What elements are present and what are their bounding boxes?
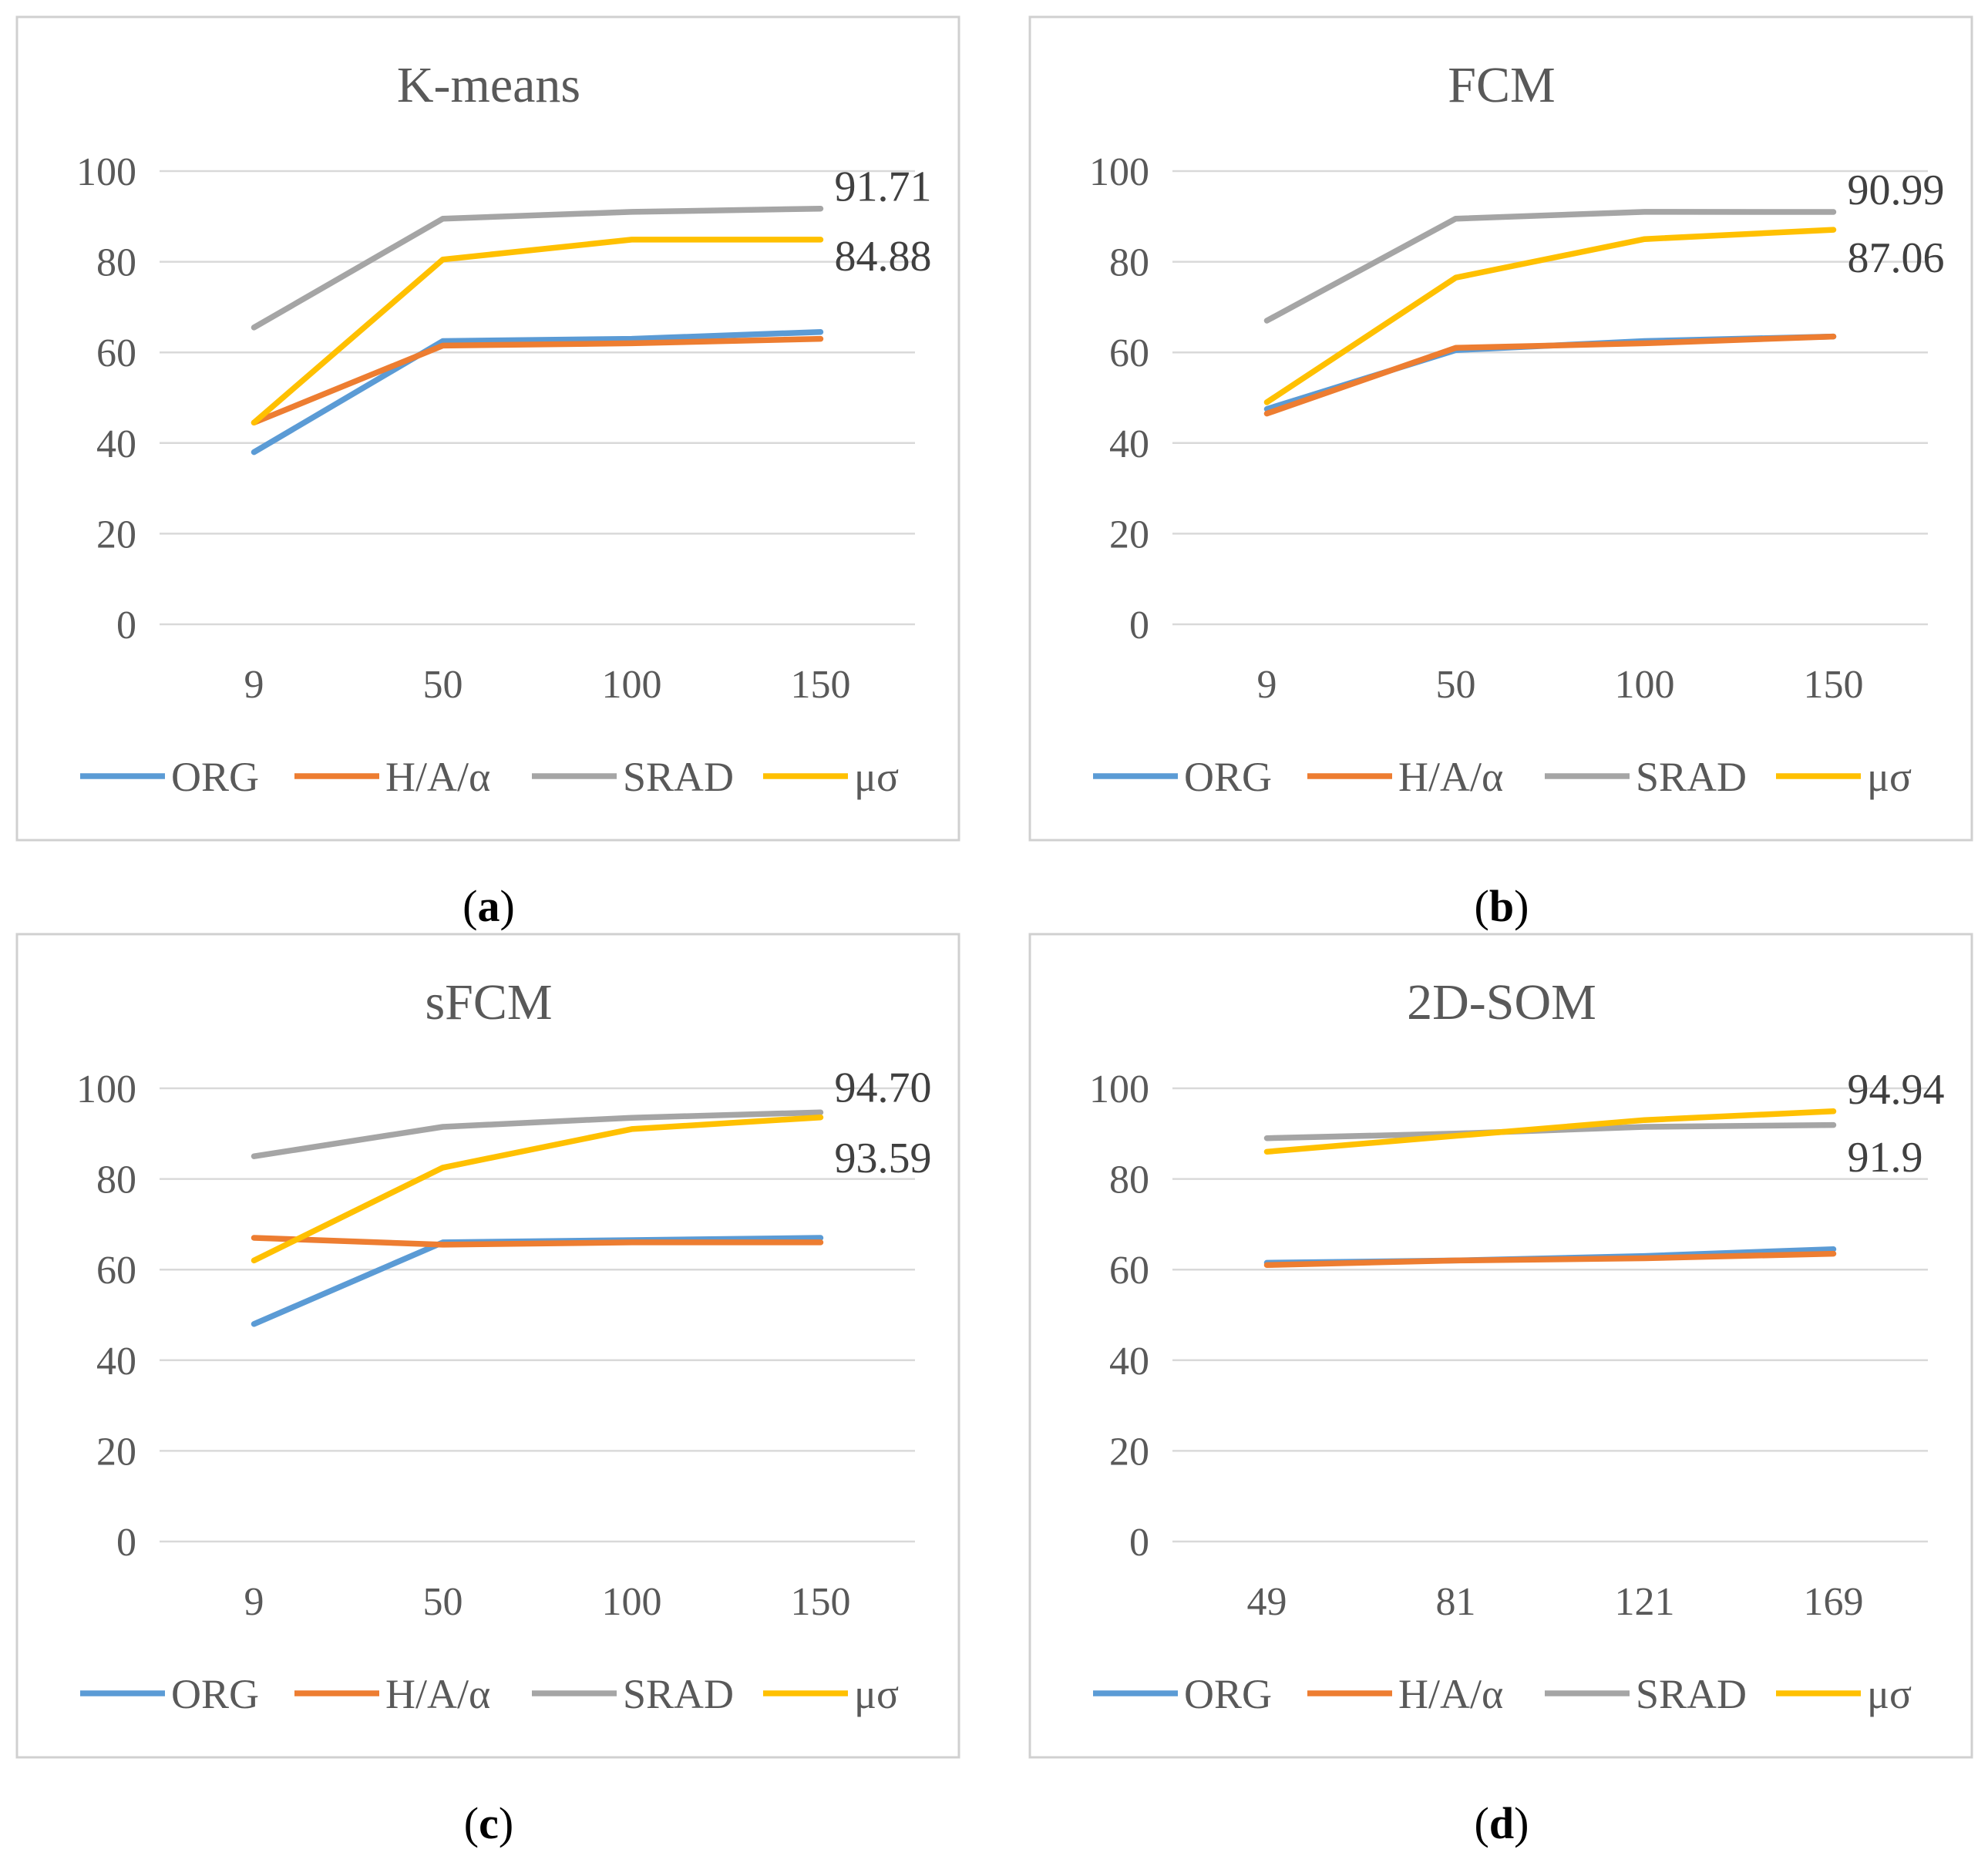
x-tick-label: 9 (244, 663, 264, 707)
series-line-ORG (251, 328, 824, 456)
legend-label: SRAD (1636, 1671, 1747, 1717)
data-label: 94.70 (835, 1064, 932, 1112)
y-tick-label: 80 (96, 1158, 136, 1202)
series-line-SRAD (251, 205, 824, 331)
chart-panel-c: sFCM 0 20 40 60 80 100 9 50 100 150 94.70 93.59 ORG H/… (15, 933, 960, 1759)
y-tick-label: 60 (1109, 331, 1149, 375)
x-tick-label: 150 (791, 1580, 851, 1624)
legend-label: ORG (171, 754, 259, 800)
y-tick-label: 0 (116, 604, 136, 647)
y-tick-label: 0 (1129, 604, 1149, 647)
legend-label: ORG (171, 1671, 259, 1717)
legend-label: H/A/α (385, 1671, 490, 1717)
x-tick-label: 50 (423, 663, 463, 707)
series-line-SRAD (1263, 209, 1837, 324)
x-tick-label: 9 (1257, 663, 1277, 707)
y-tick-label: 20 (1109, 1430, 1149, 1474)
y-tick-label: 40 (1109, 422, 1149, 466)
legend-label: H/A/α (1398, 1671, 1503, 1717)
series-line-μσ (251, 237, 824, 426)
panel-label: (c) (464, 1798, 513, 1848)
x-tick-label: 169 (1804, 1580, 1864, 1624)
chart-panel-d: 2D-SOM 0 20 40 60 80 100 49 81 121 169 94.94 91.9 ORG… (1028, 933, 1973, 1759)
y-tick-label: 80 (96, 241, 136, 285)
y-tick-label: 20 (96, 1430, 136, 1474)
x-tick-label: 121 (1615, 1580, 1675, 1624)
y-tick-label: 100 (76, 150, 136, 194)
series-line-μσ (1263, 227, 1837, 405)
data-label: 93.59 (835, 1135, 932, 1182)
x-tick-label: 50 (1436, 663, 1476, 707)
y-tick-label: 40 (96, 422, 136, 466)
legend-label: H/A/α (1398, 754, 1503, 800)
x-tick-label: 100 (1615, 663, 1675, 707)
x-tick-label: 100 (602, 1580, 662, 1624)
panel-label: (b) (1475, 881, 1529, 931)
y-tick-label: 40 (1109, 1340, 1149, 1384)
legend-label: SRAD (623, 754, 734, 800)
y-tick-label: 0 (1129, 1521, 1149, 1565)
x-tick-label: 9 (244, 1580, 264, 1624)
panel-label: (a) (463, 881, 515, 931)
data-label: 87.06 (1848, 234, 1945, 282)
chart-border (15, 15, 960, 842)
series-line-μσ (251, 1114, 824, 1264)
legend-label: ORG (1184, 1671, 1272, 1717)
series-line-H/A/α (251, 1235, 824, 1248)
series-line-SRAD (251, 1109, 824, 1159)
y-tick-label: 0 (116, 1521, 136, 1565)
legend-label: ORG (1184, 754, 1272, 800)
y-tick-label: 100 (76, 1067, 136, 1111)
panel-label: (d) (1475, 1798, 1529, 1848)
legend-label: μσ (854, 1671, 899, 1717)
x-tick-label: 150 (791, 663, 851, 707)
y-tick-label: 80 (1109, 241, 1149, 285)
data-label: 84.88 (835, 233, 932, 281)
series-line-H/A/α (1263, 1250, 1837, 1269)
legend-label: SRAD (623, 1671, 734, 1717)
y-tick-label: 60 (96, 1249, 136, 1293)
x-tick-label: 100 (602, 663, 662, 707)
chart-panel-a: K-means 0 20 40 60 80 100 9 50 100 150 91.71 84.88 OR… (15, 15, 960, 842)
data-label: 91.71 (835, 163, 932, 211)
x-tick-label: 49 (1247, 1580, 1287, 1624)
chart-panel-b: FCM 0 20 40 60 80 100 9 50 100 150 90.99 87.06 ORG H/A… (1028, 15, 1973, 842)
data-label: 94.94 (1848, 1066, 1945, 1114)
y-tick-label: 20 (1109, 513, 1149, 556)
y-tick-label: 80 (1109, 1158, 1149, 1202)
chart-title: sFCM (425, 974, 552, 1031)
chart-border (1028, 933, 1973, 1759)
chart-title: K-means (397, 57, 580, 113)
chart-border (15, 933, 960, 1759)
y-tick-label: 100 (1089, 150, 1149, 194)
y-tick-label: 60 (1109, 1249, 1149, 1293)
chart-title: 2D-SOM (1407, 974, 1596, 1031)
y-tick-label: 20 (96, 513, 136, 556)
legend-label: μσ (854, 754, 899, 800)
data-label: 90.99 (1848, 166, 1945, 214)
legend-label: SRAD (1636, 754, 1747, 800)
legend-label: μσ (1867, 1671, 1912, 1717)
data-label: 91.9 (1848, 1134, 1923, 1182)
x-tick-label: 81 (1436, 1580, 1476, 1624)
legend-label: μσ (1867, 754, 1912, 800)
y-tick-label: 40 (96, 1340, 136, 1384)
chart-title: FCM (1448, 57, 1555, 113)
chart-border (1028, 15, 1973, 842)
legend-label: H/A/α (385, 754, 490, 800)
x-tick-label: 50 (423, 1580, 463, 1624)
y-tick-label: 100 (1089, 1067, 1149, 1111)
y-tick-label: 60 (96, 331, 136, 375)
series-line-H/A/α (251, 335, 824, 426)
series-line-H/A/α (1263, 333, 1837, 417)
x-tick-label: 150 (1804, 663, 1864, 707)
series-line-μσ (1263, 1108, 1837, 1155)
